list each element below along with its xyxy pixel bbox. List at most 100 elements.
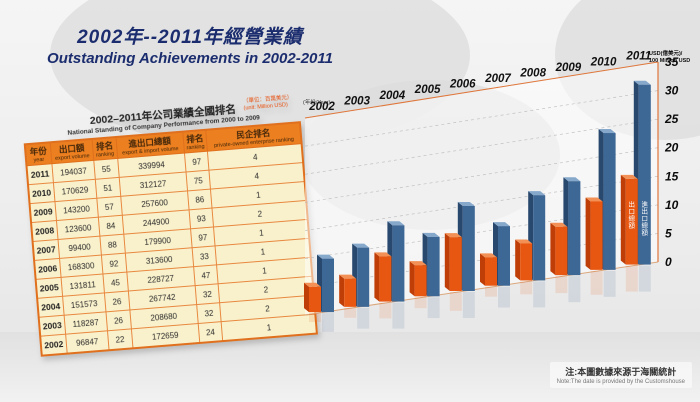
- bar-export-2002-front: [309, 286, 321, 313]
- source-note-zh: 注:本圖數據來源于海關統計: [565, 367, 677, 377]
- bar-total-2009-front: [568, 181, 581, 276]
- bar-total-2003-reflection: [357, 307, 370, 329]
- bar-export-2008-side: [515, 239, 521, 281]
- x-label-2004: 2004: [379, 90, 406, 102]
- bar-label-export: 出口總額: [629, 200, 636, 230]
- bar-export-2003-front: [344, 278, 357, 307]
- bar-export-2005-front: [414, 265, 427, 297]
- x-label-2011: 2011: [625, 51, 651, 63]
- y-tick-25: 25: [664, 112, 679, 126]
- y-axis-caption-line2: 100 Million USD: [649, 57, 691, 64]
- x-label-2003: 2003: [343, 95, 370, 107]
- bar-export-2008-top: [515, 239, 533, 244]
- y-axis-caption: USD(億美元)/ 100 Million USD: [649, 51, 700, 64]
- bar-total-2009-reflection: [568, 276, 581, 303]
- bar-total-2002-reflection: [322, 313, 334, 332]
- bar-total-2007-top: [493, 222, 510, 227]
- bar-total-2008-top: [528, 191, 546, 196]
- bar-export-2002-reflection: [309, 313, 321, 323]
- bar-export-2010-side: [585, 197, 591, 270]
- bar-total-2007-front: [498, 226, 510, 286]
- bar-export-2004-reflection: [379, 302, 392, 319]
- bar-total-2007-reflection: [498, 286, 510, 308]
- bar-export-2008-reflection: [520, 281, 533, 295]
- bar-export-2007-reflection: [485, 286, 497, 297]
- y-tick-20: 20: [664, 141, 679, 155]
- x-label-2006: 2006: [449, 79, 476, 91]
- bar-export-2011-side: [620, 174, 626, 265]
- bar-total-2011-top: [633, 80, 651, 85]
- bar-total-2008-front: [533, 195, 546, 281]
- y-tick-30: 30: [665, 84, 679, 98]
- bar-export-2006-front: [449, 237, 462, 292]
- bar-total-2005-top: [422, 232, 440, 237]
- bar-total-2005-reflection: [427, 297, 440, 319]
- bar-export-2007-side: [480, 253, 485, 286]
- bar-export-2007-top: [480, 253, 497, 258]
- page-title-en: Outstanding Achievements in 2002-2011: [47, 50, 333, 67]
- bar-export-2010-top: [585, 197, 603, 202]
- bar-total-2011-front: [638, 84, 651, 265]
- bar-export-2006-side: [444, 233, 450, 292]
- bar-label-total: 進出口總額: [642, 200, 649, 237]
- x-label-2009: 2009: [555, 62, 582, 74]
- bar-export-2002-top: [304, 282, 321, 287]
- bar-total-2006-top: [457, 201, 475, 206]
- bar-export-2005-top: [409, 261, 427, 266]
- bar-total-2010-front: [603, 133, 616, 270]
- x-label-2005: 2005: [414, 84, 441, 96]
- bar-export-2009-side: [550, 222, 556, 276]
- bar-total-2004-reflection: [392, 302, 405, 329]
- y-tick-10: 10: [665, 198, 679, 212]
- x-axis-caption: (年份/Year): [303, 100, 331, 106]
- bar-total-2011-reflection: [638, 265, 651, 292]
- bar-total-2005-front: [427, 236, 440, 297]
- bar-export-2003-top: [339, 274, 357, 279]
- bar-export-2004-side: [374, 252, 380, 302]
- bar-export-2009-top: [550, 222, 568, 227]
- bar-export-2004-top: [374, 252, 392, 257]
- bar-export-2011-reflection: [625, 265, 638, 292]
- bar-total-2006-reflection: [462, 292, 475, 319]
- bar-total-2003-top: [352, 243, 370, 248]
- y-tick-5: 5: [665, 226, 672, 240]
- page-title-zh: 2002年--2011年經營業績: [77, 27, 303, 48]
- bar-export-2011-top: [620, 174, 638, 179]
- bar-export-2010-reflection: [590, 270, 603, 295]
- bar-export-2005-reflection: [414, 297, 427, 309]
- y-tick-15: 15: [665, 169, 679, 183]
- bar-export-2004-front: [379, 256, 392, 302]
- bar-total-2010-reflection: [603, 270, 616, 297]
- x-label-2010: 2010: [590, 56, 617, 68]
- bar-export-2006-reflection: [449, 292, 462, 311]
- y-axis-caption-line1: USD(億美元)/: [649, 51, 683, 57]
- bar-export-2009-reflection: [555, 276, 568, 294]
- bar-total-2003-front: [357, 247, 370, 307]
- bar-total-2004-front: [392, 225, 405, 302]
- page-title: 2002年--2011年經營業績 Outstanding Achievement…: [30, 22, 350, 67]
- source-note-en: Note:The date is provided by the Customs…: [556, 379, 685, 385]
- chart-top-edge: [304, 61, 659, 119]
- bar-export-2011-front: [625, 178, 638, 265]
- bar-export-2010-front: [590, 201, 603, 270]
- x-label-2002: 2002: [308, 101, 335, 113]
- bar-export-2009-front: [555, 226, 568, 276]
- bar-total-2002-top: [317, 254, 334, 259]
- bar-export-2008-front: [520, 243, 533, 281]
- bar-export-2007-front: [485, 257, 497, 286]
- bar-total-2004-top: [387, 221, 405, 226]
- x-label-2007: 2007: [484, 73, 511, 85]
- bar-export-2006-top: [444, 233, 462, 238]
- bar-export-2003-reflection: [344, 307, 357, 318]
- bar-total-2008-reflection: [533, 281, 546, 308]
- source-note: 注:本圖數據來源于海關統計 Note:The date is provided …: [549, 362, 692, 388]
- y-tick-0: 0: [665, 255, 672, 269]
- bar-total-2002-front: [322, 258, 334, 313]
- y-tick-35: 35: [665, 55, 679, 69]
- bar-export-2003-side: [339, 274, 345, 307]
- bar-export-2005-side: [409, 261, 415, 297]
- bar-total-2009-top: [563, 177, 581, 182]
- x-label-2008: 2008: [519, 67, 546, 79]
